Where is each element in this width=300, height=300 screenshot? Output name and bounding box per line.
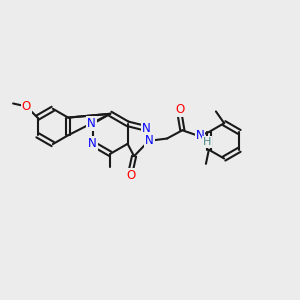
Text: O: O xyxy=(22,100,31,113)
Text: N: N xyxy=(88,137,97,150)
Text: N: N xyxy=(196,129,204,142)
Text: O: O xyxy=(176,103,184,116)
Text: H: H xyxy=(203,137,211,147)
Text: N: N xyxy=(142,122,150,135)
Text: N: N xyxy=(145,134,154,147)
Text: N: N xyxy=(87,117,96,130)
Text: O: O xyxy=(127,169,136,182)
